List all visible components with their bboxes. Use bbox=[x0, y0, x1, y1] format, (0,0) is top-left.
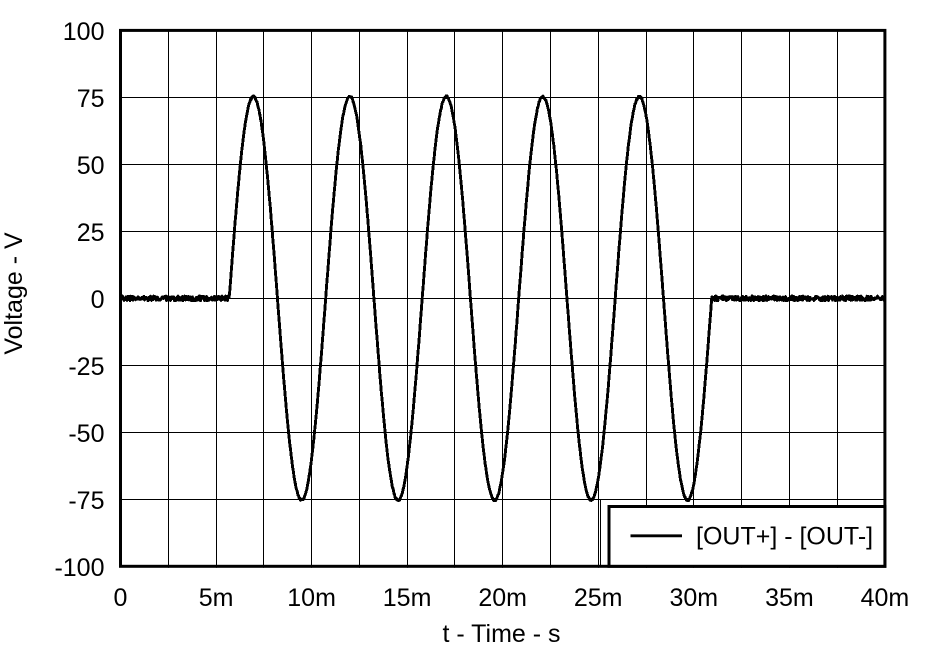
svg-text:15m: 15m bbox=[383, 584, 432, 612]
svg-text:-25: -25 bbox=[68, 353, 104, 381]
svg-text:35m: 35m bbox=[765, 584, 814, 612]
svg-text:5m: 5m bbox=[199, 584, 234, 612]
svg-text:75: 75 bbox=[77, 85, 105, 113]
svg-text:0: 0 bbox=[91, 286, 105, 314]
svg-text:0: 0 bbox=[114, 584, 128, 612]
svg-text:20m: 20m bbox=[478, 584, 527, 612]
svg-text:50: 50 bbox=[77, 152, 105, 180]
svg-text:t - Time - s: t - Time - s bbox=[442, 620, 560, 648]
svg-text:100: 100 bbox=[63, 18, 105, 46]
svg-text:[OUT+] - [OUT-]: [OUT+] - [OUT-] bbox=[696, 523, 873, 551]
svg-text:25: 25 bbox=[77, 219, 105, 247]
svg-text:40m: 40m bbox=[861, 584, 910, 612]
svg-text:10m: 10m bbox=[287, 584, 336, 612]
svg-text:-100: -100 bbox=[54, 554, 104, 582]
svg-text:Voltage - V: Voltage - V bbox=[0, 232, 28, 355]
svg-text:-50: -50 bbox=[68, 420, 104, 448]
svg-text:30m: 30m bbox=[669, 584, 718, 612]
svg-text:-75: -75 bbox=[68, 487, 104, 515]
svg-text:25m: 25m bbox=[574, 584, 623, 612]
